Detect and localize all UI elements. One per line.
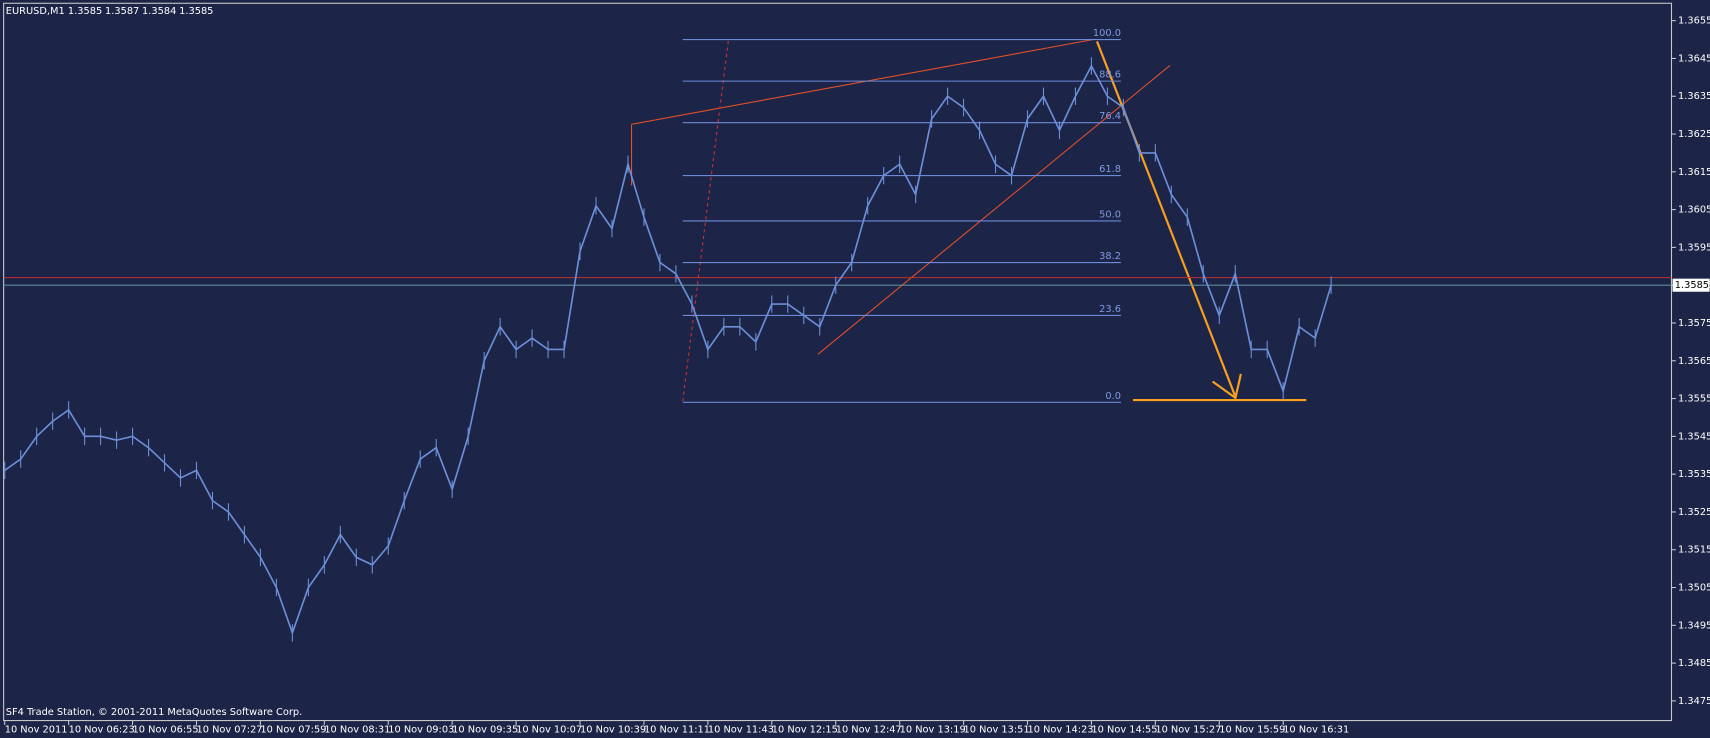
quote-value: 1.3587	[105, 6, 139, 17]
x-tick-label: 10 Nov 13:51	[964, 724, 1030, 735]
y-tick-label: 1.3565	[1678, 356, 1710, 367]
x-tick-label: 10 Nov 10:07	[516, 724, 582, 735]
y-tick-label: 1.3515	[1678, 545, 1710, 556]
x-tick-label: 10 Nov 08:31	[324, 724, 390, 735]
fib-label: 76.4	[1099, 111, 1121, 122]
trend-line	[631, 38, 1095, 125]
bid-label: 1.3585	[1675, 280, 1709, 291]
trend-line	[817, 64, 1171, 355]
x-tick-label: 10 Nov 09:03	[388, 724, 454, 735]
arrow	[1095, 41, 1237, 398]
x-tick-label: 10 Nov 15:27	[1155, 724, 1221, 735]
x-tick-label: 10 Nov 07:59	[260, 724, 326, 735]
x-tick-label: 10 Nov 16:31	[1283, 724, 1349, 735]
y-tick-label: 1.3525	[1678, 507, 1710, 518]
y-tick-label: 1.3575	[1678, 318, 1710, 329]
fib-label: 38.2	[1099, 251, 1121, 262]
y-tick-label: 1.3535	[1678, 469, 1710, 480]
y-tick-label: 1.3635	[1678, 91, 1710, 102]
fib-label: 23.6	[1099, 304, 1121, 315]
x-tick-label: 10 Nov 12:47	[836, 724, 902, 735]
x-tick-label: 10 Nov 13:19	[900, 724, 966, 735]
fib-label: 0.0	[1105, 391, 1121, 402]
y-tick-label: 1.3655	[1678, 16, 1710, 27]
quote-value: 1.3585	[68, 6, 102, 17]
x-tick-label: 10 Nov 14:55	[1091, 724, 1157, 735]
y-tick-label: 1.3605	[1678, 205, 1710, 216]
price-line	[4, 64, 1332, 636]
fib-label: 50.0	[1099, 209, 1121, 220]
x-tick-label: 10 Nov 06:23	[69, 724, 135, 735]
fib-label: 88.6	[1099, 70, 1121, 81]
quote: 1.3585 1.3587 1.3584 1.3585	[68, 6, 213, 17]
symbol: EURUSD,M1	[6, 6, 65, 17]
footer: SF4 Trade Station, © 2001-2011 MetaQuote…	[6, 707, 302, 718]
quote-value: 1.3585	[179, 6, 213, 17]
x-tick-label: 10 Nov 14:23	[1027, 724, 1093, 735]
y-tick-label: 1.3545	[1678, 431, 1710, 442]
y-tick-label: 1.3645	[1678, 53, 1710, 64]
x-tick-label: 10 Nov 09:35	[452, 724, 518, 735]
y-tick-label: 1.3495	[1678, 620, 1710, 631]
plot-frame	[3, 2, 1673, 722]
x-tick-label: 10 Nov 11:43	[708, 724, 774, 735]
arrow-head	[1211, 373, 1242, 400]
x-tick-label: 10 Nov 15:59	[1219, 724, 1285, 735]
drawings	[630, 38, 1307, 402]
x-tick-label: 10 Nov 07:27	[196, 724, 262, 735]
x-tick-label: 10 Nov 10:39	[580, 724, 646, 735]
y-tick-label: 1.3485	[1678, 658, 1710, 669]
quote-value: 1.3584	[142, 6, 176, 17]
fib-diagonal	[682, 39, 730, 402]
y-tick-label: 1.3555	[1678, 394, 1710, 405]
x-tick-label: 10 Nov 06:55	[133, 724, 199, 735]
x-tick-label: 10 Nov 2011	[5, 724, 68, 735]
y-tick-label: 1.3595	[1678, 242, 1710, 253]
y-tick-label: 1.3505	[1678, 583, 1710, 594]
y-tick-label: 1.3625	[1678, 129, 1710, 140]
fib-label: 61.8	[1099, 164, 1121, 175]
y-tick-label: 1.3475	[1678, 696, 1710, 707]
y-tick-label: 1.3615	[1678, 167, 1710, 178]
x-tick-label: 10 Nov 12:15	[772, 724, 838, 735]
fib-label: 100.0	[1093, 28, 1121, 39]
bid-label-box	[1672, 278, 1710, 292]
x-tick-label: 10 Nov 11:11	[644, 724, 710, 735]
